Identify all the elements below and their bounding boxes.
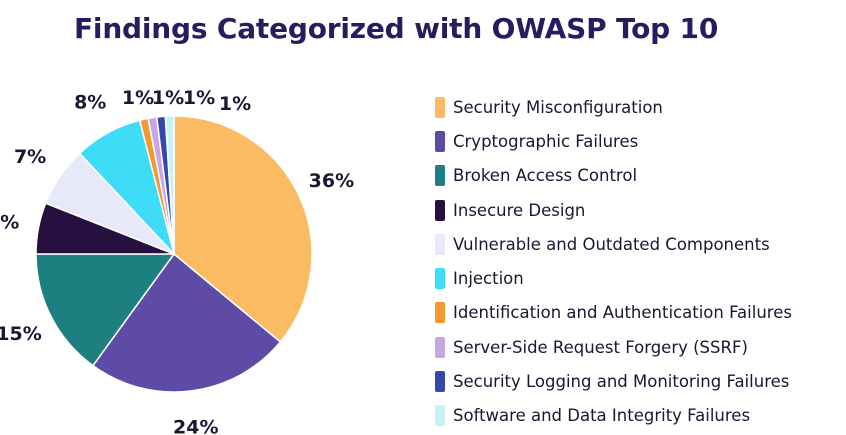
legend-swatch xyxy=(435,130,445,152)
pie-slice-3 xyxy=(35,253,176,367)
slice-label-1: 36% xyxy=(309,170,354,192)
legend-label: Security Misconfiguration xyxy=(453,97,663,117)
slice-label-7: 1% xyxy=(122,87,154,109)
pie-slice-10 xyxy=(164,115,175,255)
chart-title: Findings Categorized with OWASP Top 10 xyxy=(74,12,719,45)
slice-label-3: 15% xyxy=(0,323,42,345)
legend-label: Broken Access Control xyxy=(453,166,638,186)
slice-label-10: 1% xyxy=(219,93,251,115)
legend-item: Server-Side Request Forgery (SSRF) xyxy=(435,330,792,364)
legend-item: Injection xyxy=(435,261,792,295)
slice-label-5: 7% xyxy=(14,146,46,168)
legend-label: Injection xyxy=(453,269,524,289)
legend-item: Security Logging and Monitoring Failures xyxy=(435,364,792,398)
pie-slice-1 xyxy=(173,115,313,344)
legend-item: Vulnerable and Outdated Components xyxy=(435,227,792,261)
legend-swatch xyxy=(435,302,445,324)
legend-item: Insecure Design xyxy=(435,193,792,227)
legend-label: Server-Side Request Forgery (SSRF) xyxy=(453,337,748,357)
legend-item: Security Misconfiguration xyxy=(435,90,792,124)
legend-item: Cryptographic Failures xyxy=(435,124,792,158)
pie-slice-2 xyxy=(91,252,282,393)
slice-label-6: 8% xyxy=(74,92,106,114)
legend-label: Vulnerable and Outdated Components xyxy=(453,234,770,254)
legend-label: Identification and Authentication Failur… xyxy=(453,303,792,323)
legend-swatch xyxy=(435,199,445,221)
legend-label: Security Logging and Monitoring Failures xyxy=(453,372,790,392)
slice-label-9: 1% xyxy=(183,87,215,109)
legend-swatch xyxy=(435,233,445,255)
legend-swatch xyxy=(435,405,445,427)
legend-item: Software and Data Integrity Failures xyxy=(435,399,792,433)
legend-swatch xyxy=(435,165,445,187)
legend-swatch xyxy=(435,336,445,358)
legend-label: Cryptographic Failures xyxy=(453,131,639,151)
legend-swatch xyxy=(435,268,445,290)
slice-label-4: 6% xyxy=(0,211,19,233)
legend-item: Identification and Authentication Failur… xyxy=(435,296,792,330)
legend-label: Software and Data Integrity Failures xyxy=(453,406,751,426)
slice-label-2: 24% xyxy=(173,417,218,435)
legend-swatch xyxy=(435,371,445,393)
legend-swatch xyxy=(435,96,445,118)
legend-label: Insecure Design xyxy=(453,200,586,220)
slice-label-8: 1% xyxy=(152,87,184,109)
legend-item: Broken Access Control xyxy=(435,159,792,193)
chart-legend: Security Misconfiguration Cryptographic F… xyxy=(435,90,792,433)
